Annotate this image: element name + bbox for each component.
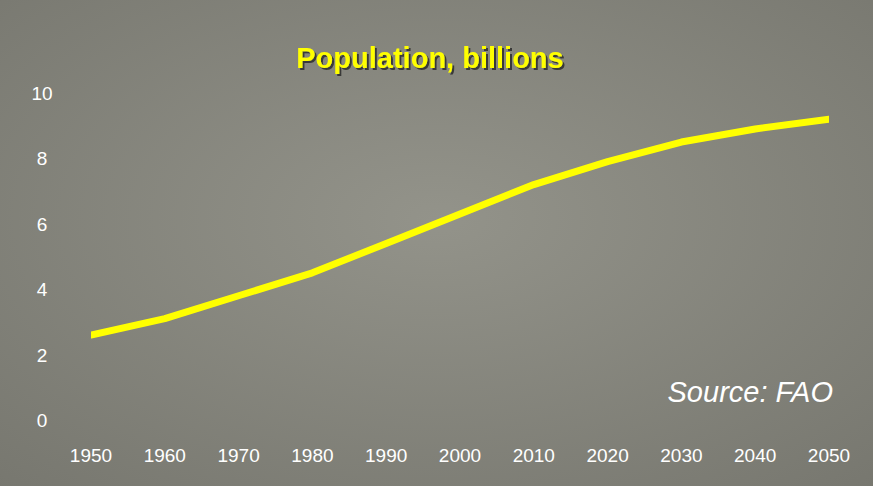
chart: Population, billions 0 2 4 6 8 10 1950 1960 1970 1… [0, 0, 873, 486]
x-tick-label: 1980 [291, 445, 333, 466]
x-tick-label: 1950 [70, 445, 112, 466]
y-tick-label: 8 [37, 148, 48, 169]
background [0, 0, 873, 486]
x-tick-label: 2040 [734, 445, 776, 466]
y-tick-label: 6 [37, 214, 48, 235]
y-tick-label: 0 [37, 410, 48, 431]
x-tick-label: 1960 [144, 445, 186, 466]
source-note: Source: FAO [668, 376, 833, 408]
x-tick-label: 2030 [660, 445, 702, 466]
x-tick-label: 2020 [586, 445, 628, 466]
data-line [91, 119, 829, 335]
y-tick-label: 10 [31, 83, 52, 104]
x-tick-label: 2000 [439, 445, 481, 466]
x-tick-label: 2010 [513, 445, 555, 466]
x-tick-label: 2050 [808, 445, 850, 466]
title: Population, billions [296, 42, 563, 74]
chart-container: Population, billions 0 2 4 6 8 10 1950 1960 1970 1… [0, 0, 873, 486]
plot-area [91, 119, 829, 335]
y-tick-label: 2 [37, 345, 48, 366]
x-tick-label: 1970 [217, 445, 259, 466]
x-tick-label: 1990 [365, 445, 407, 466]
y-tick-label: 4 [37, 279, 48, 300]
